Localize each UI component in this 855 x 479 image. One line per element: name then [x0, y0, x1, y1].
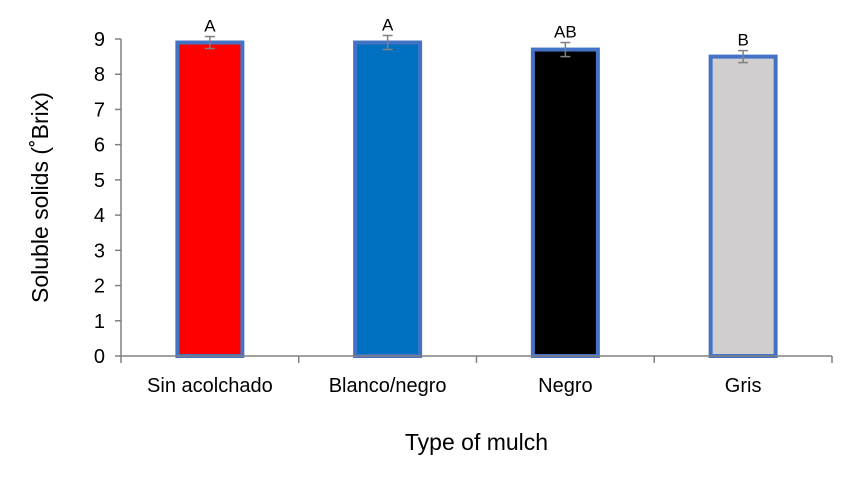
- y-tick-label: 8: [94, 64, 105, 86]
- x-category-label: Negro: [538, 375, 592, 397]
- y-tick-label: 7: [94, 99, 105, 121]
- y-tick-label: 5: [94, 170, 105, 192]
- significance-letter: B: [737, 31, 748, 50]
- y-axis-title: Soluble solids (˚Brix): [27, 92, 53, 303]
- y-tick-label: 3: [94, 240, 105, 262]
- significance-letter: A: [382, 15, 394, 34]
- bar: [353, 40, 423, 359]
- y-tick-label: 6: [94, 135, 105, 157]
- x-category-label: Blanco/negro: [329, 375, 447, 397]
- y-tick-label: 9: [94, 29, 105, 51]
- bar: [530, 47, 600, 358]
- error-bars-layer: [204, 34, 749, 64]
- significance-letter: A: [204, 17, 216, 36]
- significance-letter: AB: [554, 23, 577, 42]
- x-category-label: Sin acolchado: [147, 375, 273, 397]
- bar: [175, 40, 245, 359]
- y-tick-label: 1: [94, 311, 105, 333]
- y-tick-label: 2: [94, 276, 105, 298]
- y-tick-label: 4: [94, 205, 105, 227]
- x-category-label: Gris: [725, 375, 762, 397]
- x-axis-title: Type of mulch: [405, 429, 548, 455]
- bars-layer: [175, 40, 778, 359]
- bar: [708, 54, 778, 358]
- labels-layer: 0 1 2 3 4 5 6 7 8 9 A Sin acolchado A Blanco/negro AB N…: [94, 15, 833, 397]
- y-tick-label: 0: [94, 346, 105, 368]
